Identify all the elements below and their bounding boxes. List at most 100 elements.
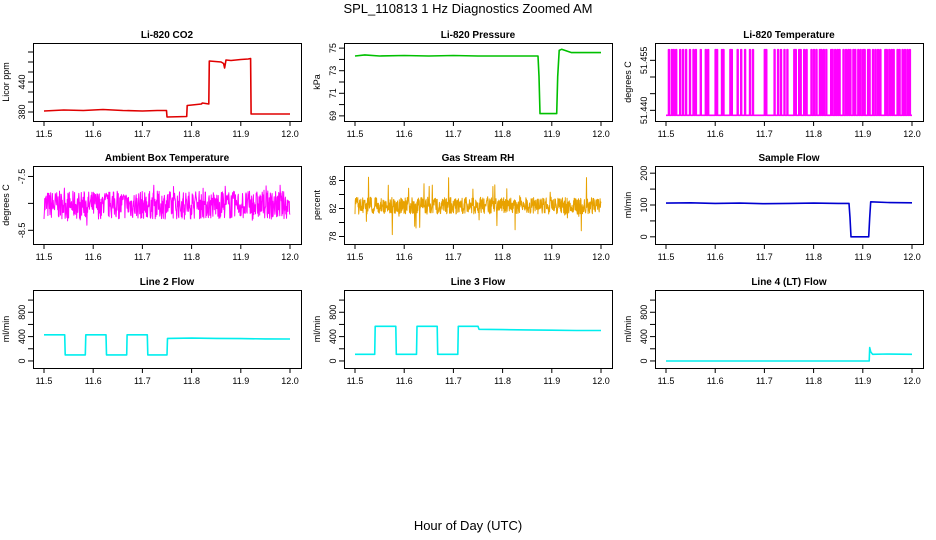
x-tick-label: 11.9	[232, 129, 249, 139]
x-tick-label: 11.5	[347, 252, 364, 262]
y-axis-label: kPa	[312, 74, 322, 90]
x-tick-label: 11.5	[658, 129, 675, 139]
y-tick-label: 86	[328, 175, 338, 185]
panel-title: Gas Stream RH	[442, 153, 515, 164]
data-series	[43, 184, 291, 226]
x-tick-label: 12.0	[281, 252, 299, 262]
x-tick-label: 11.8	[805, 376, 822, 386]
x-tick-label: 11.7	[445, 376, 462, 386]
plot-frame	[344, 290, 613, 369]
x-tick-label: 11.6	[85, 252, 102, 262]
x-tick-label: 11.5	[347, 129, 364, 139]
x-tick-label: 11.6	[85, 129, 102, 139]
y-axis-label: Licor ppm	[1, 62, 11, 102]
data-series	[354, 176, 602, 236]
y-tick-label: 0	[328, 358, 338, 363]
x-tick-label: 11.8	[183, 129, 200, 139]
plot-frame	[33, 290, 302, 369]
y-axis-label: ml/min	[312, 316, 322, 343]
x-tick-label: 11.7	[445, 252, 462, 262]
y-tick-label: 800	[17, 305, 27, 320]
x-tick-label: 11.9	[854, 376, 871, 386]
y-tick-label: 800	[328, 305, 338, 320]
y-tick-label: 0	[639, 234, 649, 239]
x-tick-label: 11.6	[707, 376, 724, 386]
y-tick-label: 51.455	[639, 47, 649, 75]
x-tick-label: 11.5	[347, 376, 364, 386]
data-series	[43, 57, 290, 118]
x-tick-label: 11.8	[183, 252, 200, 262]
x-tick-label: 11.9	[232, 376, 249, 386]
x-tick-label: 12.0	[592, 129, 610, 139]
y-tick-label: 71	[328, 88, 338, 98]
y-axis-label: ml/min	[623, 192, 633, 219]
x-tick-label: 11.7	[756, 376, 773, 386]
x-tick-label: 11.9	[854, 129, 871, 139]
y-tick-label: 100	[639, 197, 649, 212]
x-tick-label: 11.8	[183, 376, 200, 386]
y-tick-label: 82	[328, 203, 338, 213]
x-tick-label: 11.9	[232, 252, 249, 262]
x-tick-label: 12.0	[903, 129, 921, 139]
plot-frame	[33, 166, 302, 245]
y-axis-label: ml/min	[1, 316, 11, 343]
x-tick-label: 11.5	[658, 252, 675, 262]
x-tick-label: 11.6	[707, 129, 724, 139]
y-tick-label: 0	[17, 358, 27, 363]
y-tick-label: 400	[639, 329, 649, 344]
y-tick-label: 0	[639, 358, 649, 363]
y-tick-label: 800	[639, 305, 649, 320]
panel-title: Line 2 Flow	[140, 277, 195, 288]
x-tick-label: 11.6	[707, 252, 724, 262]
plot-frame	[344, 166, 613, 245]
x-tick-label: 11.5	[36, 376, 53, 386]
y-tick-label: -7.5	[17, 169, 27, 185]
chart-panel-4: Ambient Box Temperature 11.5 11.6 11.7 11.8 1…	[1, 153, 302, 262]
x-tick-label: 11.6	[396, 376, 413, 386]
x-tick-label: 12.0	[281, 376, 299, 386]
x-tick-label: 11.8	[494, 252, 511, 262]
x-tick-label: 11.8	[494, 376, 511, 386]
y-axis-label: degrees C	[623, 61, 633, 103]
chart-panel-9: Line 4 (LT) Flow 11.5 11.6 11.7 11.8 11.9 12.0…	[623, 277, 924, 386]
x-tick-label: 11.8	[805, 129, 822, 139]
x-tick-label: 11.5	[658, 376, 675, 386]
figure-title: SPL_110813 1 Hz Diagnostics Zoomed AM	[343, 1, 593, 16]
chart-panel-5: Gas Stream RH 11.5 11.6 11.7 11.8 11.9 12.0 78 8…	[312, 153, 613, 262]
y-tick-label: 400	[328, 329, 338, 344]
y-axis-label: degrees C	[1, 184, 11, 226]
plot-frame	[655, 290, 924, 369]
plot-frame	[33, 43, 302, 122]
y-axis-label: ml/min	[623, 316, 633, 343]
x-tick-label: 11.9	[854, 252, 871, 262]
y-tick-label: 73	[328, 66, 338, 76]
data-series	[665, 201, 913, 238]
x-tick-label: 12.0	[903, 252, 921, 262]
panel-title: Li-820 Temperature	[743, 30, 835, 41]
chart-panel-1: Li-820 CO2 11.5 11.6 11.7 11.8 11.9 12.0 380 440…	[1, 30, 302, 139]
y-axis-label: percent	[312, 189, 322, 220]
panel-title: Ambient Box Temperature	[105, 153, 230, 164]
y-tick-label: 400	[17, 329, 27, 344]
x-tick-label: 11.8	[494, 129, 511, 139]
x-tick-label: 11.7	[134, 252, 151, 262]
x-axis-title: Hour of Day (UTC)	[413, 518, 523, 533]
chart-panel-6: Sample Flow 11.5 11.6 11.7 11.8 11.9 12.0 0 100 2…	[623, 153, 924, 262]
chart-panel-7: Line 2 Flow 11.5 11.6 11.7 11.8 11.9 12.0 0 400 8…	[1, 277, 302, 386]
data-series	[666, 346, 913, 362]
x-tick-label: 11.5	[36, 129, 53, 139]
y-tick-label: 69	[328, 111, 338, 121]
data-series	[666, 48, 912, 117]
panel-title: Li-820 Pressure	[441, 30, 516, 41]
x-tick-label: 11.9	[543, 129, 560, 139]
x-tick-label: 11.7	[445, 129, 462, 139]
x-tick-label: 11.9	[543, 376, 560, 386]
data-series	[355, 325, 601, 356]
panel-title: Line 3 Flow	[451, 277, 506, 288]
x-tick-label: 11.7	[134, 376, 151, 386]
y-tick-label: 380	[17, 104, 27, 119]
x-tick-label: 11.8	[805, 252, 822, 262]
plot-frame	[655, 43, 924, 122]
